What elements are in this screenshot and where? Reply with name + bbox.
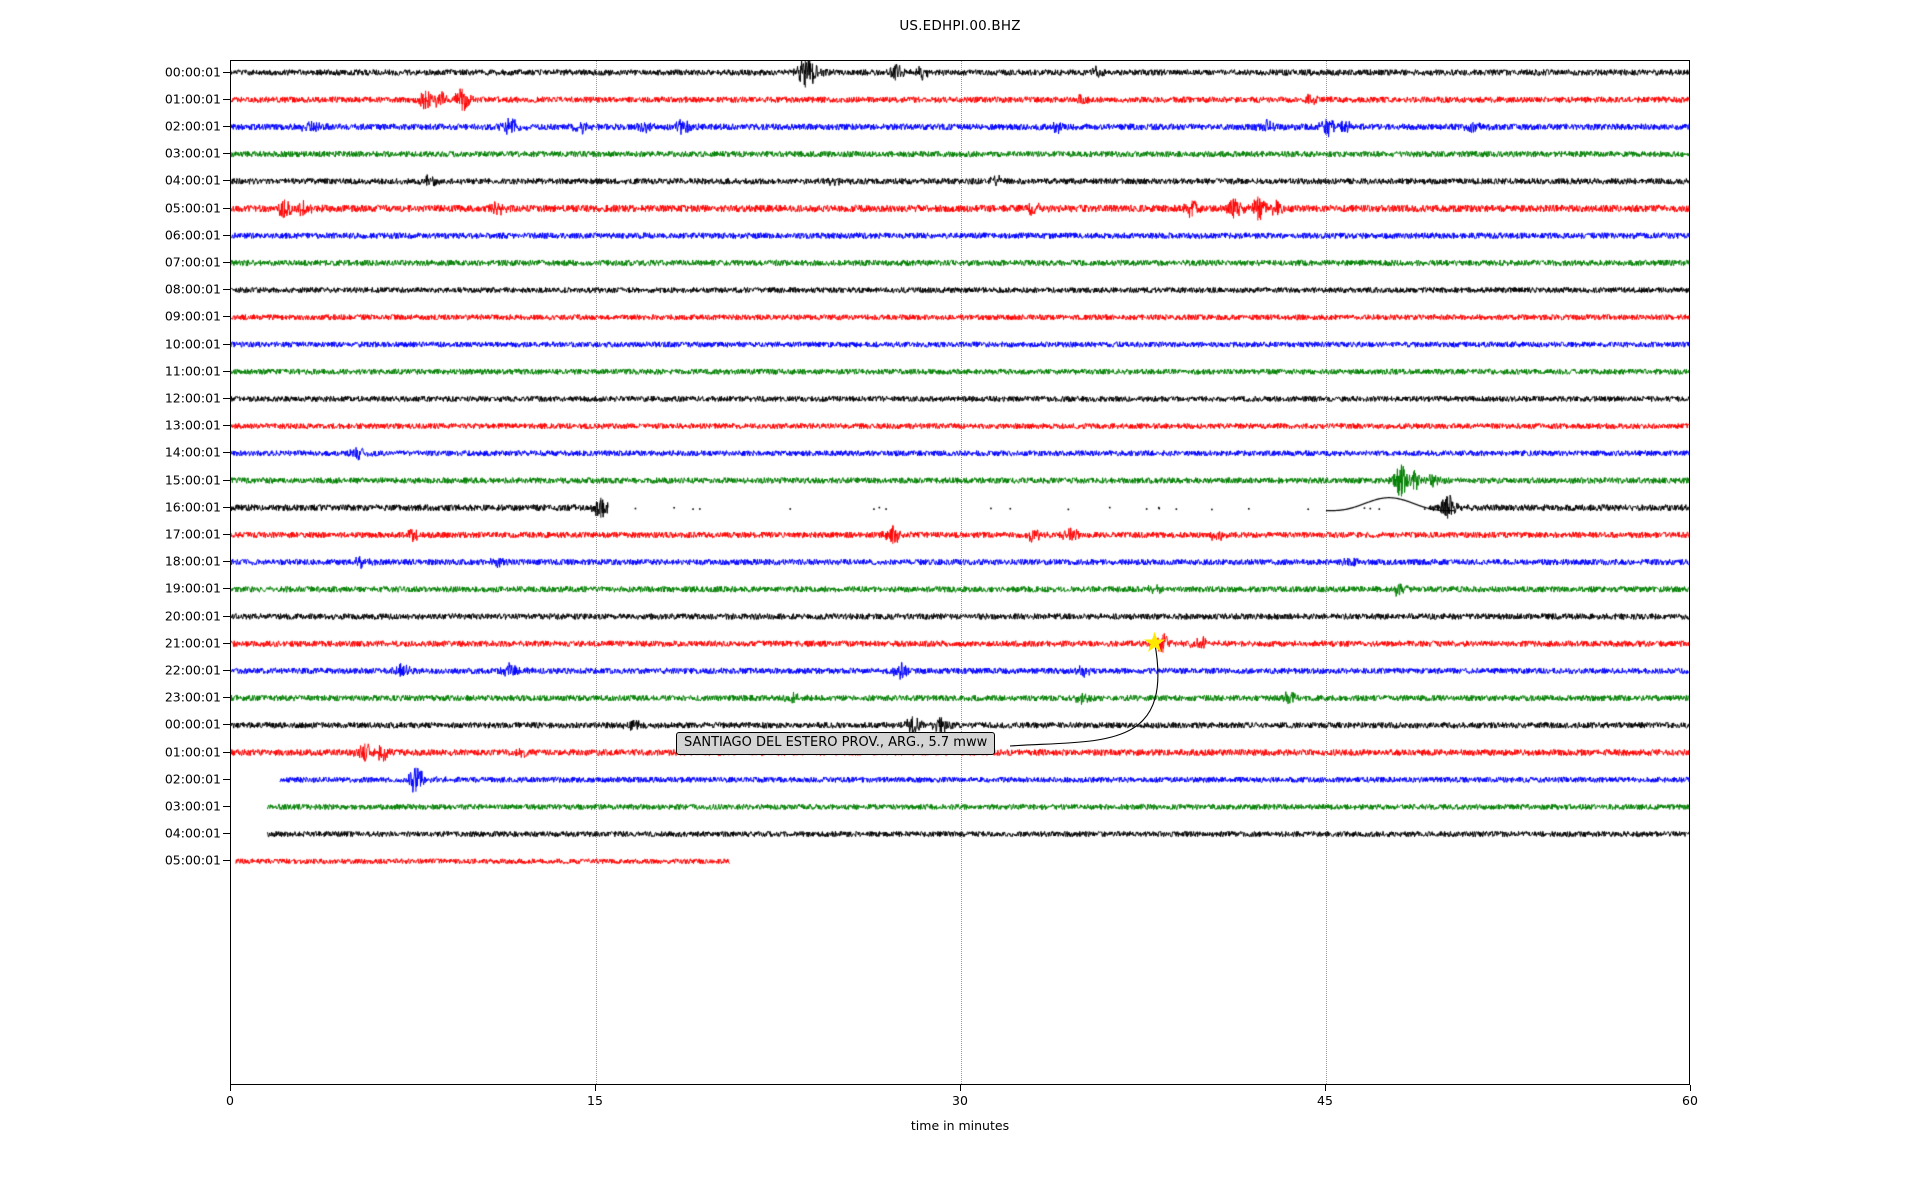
y-tick-label: 05:00:01 bbox=[164, 200, 221, 215]
y-tick-label: 12:00:01 bbox=[164, 390, 221, 406]
y-tick-label: 08:00:01 bbox=[164, 281, 221, 297]
y-tick-mark bbox=[223, 370, 230, 372]
y-tick-label: 16:00:01 bbox=[164, 499, 221, 515]
y-tick-mark bbox=[223, 316, 230, 318]
y-tick-mark bbox=[223, 98, 230, 100]
y-tick-mark bbox=[223, 778, 230, 780]
y-tick-mark bbox=[223, 697, 230, 699]
y-tick-mark bbox=[223, 588, 230, 590]
y-tick-mark bbox=[223, 125, 230, 127]
y-tick-label: 03:00:01 bbox=[164, 798, 221, 814]
y-tick-mark bbox=[223, 860, 230, 862]
x-tick-mark bbox=[1690, 1085, 1691, 1091]
y-tick-label: 05:00:01 bbox=[164, 852, 221, 868]
event-star-icon: ★ bbox=[1142, 627, 1167, 659]
x-tick-mark bbox=[595, 1085, 596, 1091]
x-tick-label: 15 bbox=[587, 1093, 603, 1108]
x-tick-mark bbox=[960, 1085, 961, 1091]
y-tick-mark bbox=[223, 180, 230, 182]
y-tick-mark bbox=[223, 343, 230, 345]
y-tick-label: 22:00:01 bbox=[164, 662, 221, 678]
y-tick-label: 03:00:01 bbox=[164, 145, 221, 161]
x-axis-title: time in minutes bbox=[910, 1118, 1010, 1133]
y-tick-label: 02:00:01 bbox=[164, 118, 221, 134]
x-tick-label: 60 bbox=[1682, 1093, 1698, 1108]
y-tick-label: 01:00:01 bbox=[164, 744, 221, 759]
y-tick-label: 18:00:01 bbox=[164, 553, 221, 569]
plot-axes-area bbox=[230, 60, 1690, 1085]
y-tick-mark bbox=[223, 71, 230, 73]
y-tick-label: 10:00:01 bbox=[164, 336, 221, 351]
y-tick-label: 01:00:01 bbox=[164, 91, 221, 107]
y-tick-label: 23:00:01 bbox=[164, 689, 221, 705]
y-tick-label: 04:00:01 bbox=[164, 825, 221, 841]
y-tick-label: 07:00:01 bbox=[164, 254, 221, 270]
y-tick-mark bbox=[223, 452, 230, 454]
y-tick-mark bbox=[223, 153, 230, 155]
page-title: US.EDHPI.00.BHZ bbox=[899, 18, 1021, 34]
y-tick-mark bbox=[223, 479, 230, 481]
y-tick-mark bbox=[223, 561, 230, 563]
y-tick-label: 20:00:01 bbox=[164, 608, 221, 623]
y-tick-label: 14:00:01 bbox=[164, 444, 221, 460]
y-tick-mark bbox=[223, 397, 230, 399]
event-annotation-label: SANTIAGO DEL ESTERO PROV., ARG., 5.7 mww bbox=[676, 732, 996, 756]
y-tick-mark bbox=[223, 669, 230, 671]
y-tick-label: 02:00:01 bbox=[164, 771, 221, 787]
x-tick-mark bbox=[230, 1085, 231, 1091]
y-tick-label: 21:00:01 bbox=[164, 635, 221, 651]
y-tick-mark bbox=[223, 261, 230, 263]
y-tick-label: 15:00:01 bbox=[164, 472, 221, 487]
y-tick-label: 00:00:01 bbox=[164, 64, 221, 79]
y-tick-mark bbox=[223, 642, 230, 644]
y-tick-mark bbox=[223, 533, 230, 535]
y-tick-label: 00:00:01 bbox=[164, 716, 221, 732]
y-tick-mark bbox=[223, 234, 230, 236]
y-tick-label: 11:00:01 bbox=[164, 363, 221, 379]
x-tick-mark bbox=[1325, 1085, 1326, 1091]
y-tick-mark bbox=[223, 751, 230, 753]
y-tick-label: 19:00:01 bbox=[164, 580, 221, 596]
y-tick-mark bbox=[223, 833, 230, 835]
y-tick-mark bbox=[223, 506, 230, 508]
y-tick-label: 04:00:01 bbox=[164, 172, 221, 188]
y-tick-label: 09:00:01 bbox=[164, 308, 221, 324]
y-tick-mark bbox=[223, 289, 230, 291]
y-tick-label: 13:00:01 bbox=[164, 417, 221, 433]
y-tick-label: 17:00:01 bbox=[164, 526, 221, 542]
y-tick-mark bbox=[223, 724, 230, 726]
y-tick-mark bbox=[223, 615, 230, 617]
x-tick-label: 30 bbox=[952, 1093, 968, 1108]
x-tick-label: 45 bbox=[1317, 1093, 1333, 1108]
y-tick-label: 06:00:01 bbox=[164, 227, 221, 243]
y-tick-mark bbox=[223, 805, 230, 807]
y-tick-mark bbox=[223, 207, 230, 209]
y-tick-mark bbox=[223, 425, 230, 427]
seismic-traces-canvas bbox=[231, 61, 1689, 1084]
x-tick-label: 0 bbox=[226, 1093, 234, 1108]
